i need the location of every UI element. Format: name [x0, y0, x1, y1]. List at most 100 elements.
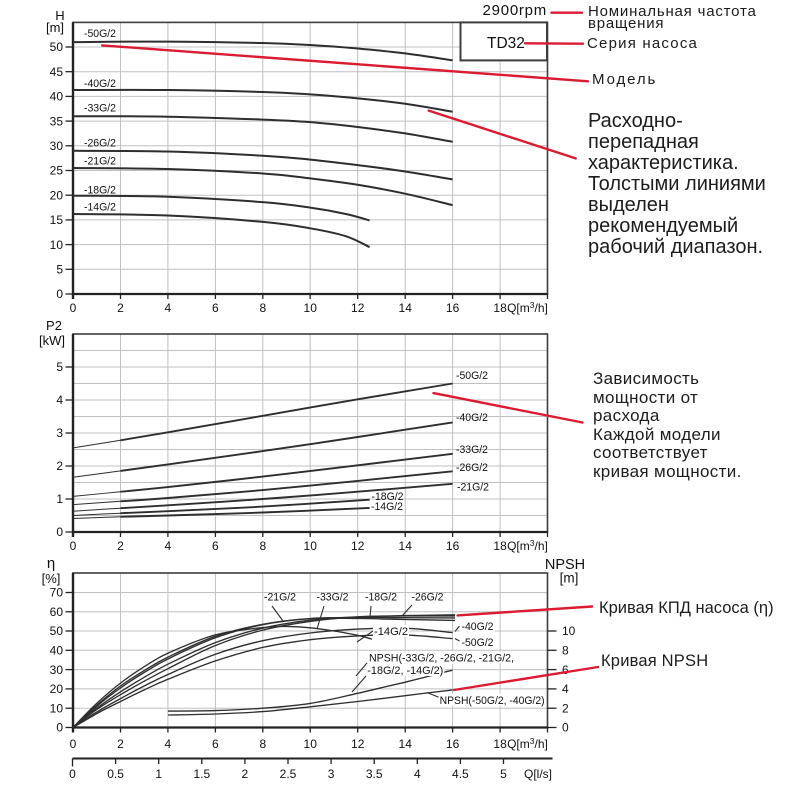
svg-text:2.5: 2.5	[280, 767, 297, 781]
svg-text:-18G/2: -18G/2	[84, 184, 116, 196]
svg-text:14: 14	[399, 539, 413, 553]
svg-text:45: 45	[50, 65, 64, 79]
svg-text:Q[m3/h]: Q[m3/h]	[507, 736, 548, 751]
svg-text:8: 8	[259, 301, 266, 315]
svg-text:2: 2	[242, 767, 249, 781]
svg-text:-33G/2: -33G/2	[84, 103, 116, 115]
svg-text:16: 16	[446, 737, 460, 751]
svg-text:-40G/2: -40G/2	[456, 412, 488, 424]
svg-text:18: 18	[493, 539, 507, 553]
svg-text:60: 60	[50, 605, 64, 619]
svg-text:18: 18	[493, 737, 507, 751]
svg-text:0.5: 0.5	[107, 767, 124, 781]
svg-text:3: 3	[328, 767, 335, 781]
svg-text:10: 10	[304, 301, 318, 315]
svg-text:-21G/2: -21G/2	[457, 482, 489, 494]
svg-text:12: 12	[351, 737, 365, 751]
svg-text:-33G/2: -33G/2	[317, 592, 349, 604]
svg-text:Q[m3/h]: Q[m3/h]	[507, 538, 548, 553]
svg-text:50: 50	[50, 40, 64, 54]
svg-text:H: H	[55, 8, 64, 23]
svg-text:TD32: TD32	[487, 35, 525, 52]
svg-text:2: 2	[117, 301, 124, 315]
svg-text:5: 5	[56, 360, 63, 374]
svg-text:-26G/2: -26G/2	[456, 462, 488, 474]
svg-text:14: 14	[399, 301, 413, 315]
svg-text:4: 4	[165, 539, 172, 553]
svg-text:0: 0	[562, 721, 569, 735]
svg-text:18: 18	[493, 301, 507, 315]
svg-text:20: 20	[50, 188, 64, 202]
svg-text:8: 8	[259, 737, 266, 751]
svg-text:10: 10	[304, 539, 318, 553]
svg-text:-21G/2: -21G/2	[84, 155, 116, 167]
svg-text:40: 40	[50, 644, 64, 658]
svg-text:-26G/2: -26G/2	[412, 592, 444, 604]
svg-text:Q[l/s]: Q[l/s]	[524, 767, 552, 781]
svg-text:-14G/2: -14G/2	[371, 501, 403, 513]
svg-text:16: 16	[446, 539, 460, 553]
svg-text:NPSH(-50G/2, -40G/2): NPSH(-50G/2, -40G/2)	[440, 695, 545, 707]
svg-text:4: 4	[165, 301, 172, 315]
svg-text:-40G/2: -40G/2	[84, 78, 116, 90]
svg-text:6: 6	[212, 539, 219, 553]
svg-text:6: 6	[212, 737, 219, 751]
svg-text:30: 30	[50, 139, 64, 153]
svg-text:NPSH(-33G/2, -26G/2, -21G/2,: NPSH(-33G/2, -26G/2, -21G/2,	[369, 653, 514, 665]
svg-text:15: 15	[50, 213, 64, 227]
svg-text:-33G/2: -33G/2	[456, 444, 488, 456]
svg-text:6: 6	[562, 663, 569, 677]
svg-text:NPSH: NPSH	[545, 557, 585, 573]
svg-text:0: 0	[70, 737, 77, 751]
svg-text:-18G/2: -18G/2	[365, 592, 397, 604]
svg-text:10: 10	[562, 624, 576, 638]
svg-text:50: 50	[50, 624, 64, 638]
svg-text:-21G/2: -21G/2	[264, 592, 296, 604]
svg-text:20: 20	[50, 682, 64, 696]
svg-text:25: 25	[50, 164, 64, 178]
svg-text:4: 4	[165, 737, 172, 751]
svg-text:-50G/2: -50G/2	[456, 370, 488, 382]
svg-text:0: 0	[56, 721, 63, 735]
svg-text:14: 14	[399, 737, 413, 751]
svg-text:10: 10	[50, 238, 64, 252]
svg-text:3.5: 3.5	[366, 767, 383, 781]
svg-text:4.5: 4.5	[452, 767, 469, 781]
svg-text:6: 6	[212, 301, 219, 315]
svg-text:1.5: 1.5	[193, 767, 210, 781]
svg-text:8: 8	[562, 644, 569, 658]
svg-text:0: 0	[70, 301, 77, 315]
svg-text:0: 0	[70, 539, 77, 553]
svg-text:2: 2	[117, 737, 124, 751]
svg-text:1: 1	[56, 492, 63, 506]
svg-text:2: 2	[56, 459, 63, 473]
svg-text:2900rpm: 2900rpm	[483, 2, 547, 19]
svg-text:2: 2	[117, 539, 124, 553]
svg-text:10: 10	[304, 737, 318, 751]
svg-text:0: 0	[56, 287, 63, 301]
svg-text:[%]: [%]	[42, 571, 61, 586]
svg-text:8: 8	[259, 539, 266, 553]
svg-text:40: 40	[50, 90, 64, 104]
svg-text:12: 12	[351, 301, 365, 315]
svg-text:2: 2	[562, 701, 569, 715]
svg-text:-18G/2, -14G/2): -18G/2, -14G/2)	[367, 665, 443, 677]
svg-text:35: 35	[50, 114, 64, 128]
svg-text:Q[m3/h]: Q[m3/h]	[507, 300, 548, 315]
svg-text:-18G/2: -18G/2	[372, 491, 404, 503]
svg-text:[m]: [m]	[46, 20, 64, 35]
svg-text:4: 4	[414, 767, 421, 781]
svg-text:4: 4	[56, 393, 63, 407]
svg-text:16: 16	[446, 301, 460, 315]
svg-text:1: 1	[155, 767, 162, 781]
svg-text:70: 70	[50, 586, 64, 600]
svg-text:5: 5	[500, 767, 507, 781]
svg-text:[m]: [m]	[560, 571, 579, 586]
svg-text:-14G/2: -14G/2	[84, 201, 116, 213]
svg-text:-50G/2: -50G/2	[462, 637, 494, 649]
svg-text:-26G/2: -26G/2	[84, 137, 116, 149]
svg-text:-14G/2: -14G/2	[374, 626, 408, 638]
svg-text:4: 4	[562, 682, 569, 696]
svg-text:3: 3	[56, 426, 63, 440]
svg-text:0: 0	[56, 525, 63, 539]
